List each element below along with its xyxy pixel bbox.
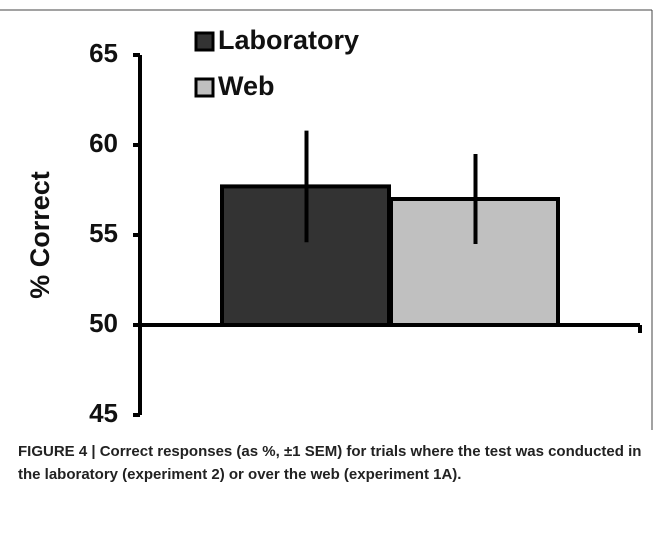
y-tick-label: 45	[89, 398, 118, 428]
chart: % Correct 45 50 55 60 65 Laboratory Web	[0, 9, 653, 430]
legend-label: Web	[218, 71, 275, 101]
y-tick-label: 55	[89, 218, 118, 248]
legend-swatch	[194, 77, 215, 98]
y-tick-label: 50	[89, 308, 118, 338]
caption: FIGURE 4 | Correct responses (as %, ±1 S…	[18, 443, 642, 483]
legend-label: Laboratory	[218, 25, 359, 55]
legend-swatch	[194, 31, 215, 52]
y-axis-label: % Correct	[25, 171, 55, 299]
y-tick-label: 60	[89, 128, 118, 158]
y-tick-label: 65	[89, 38, 118, 68]
